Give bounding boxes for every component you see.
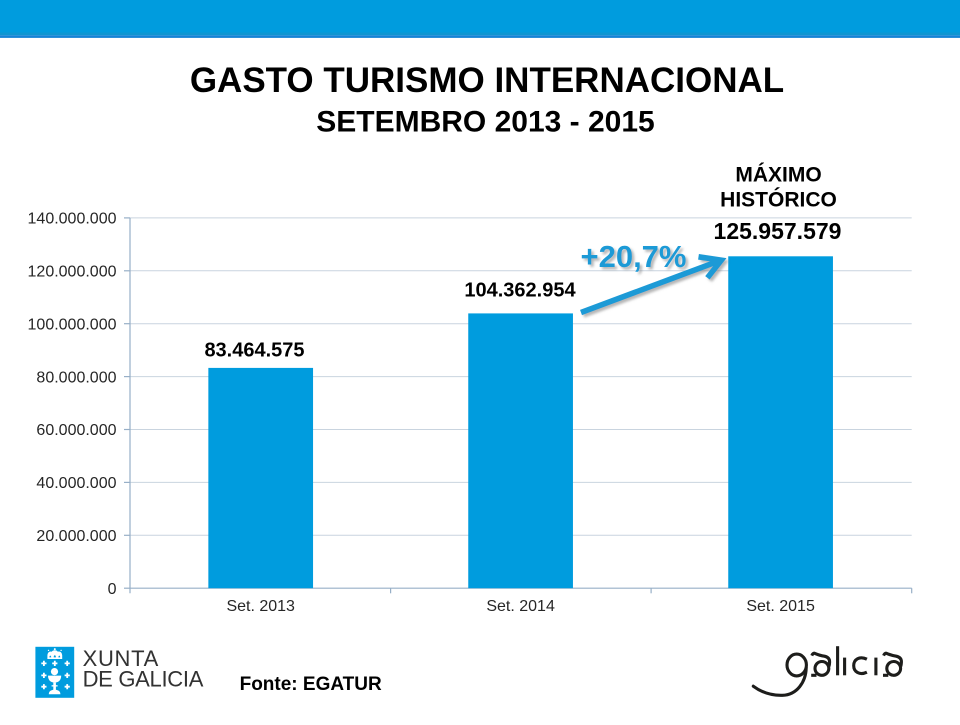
svg-text:XUNTA: XUNTA (83, 646, 159, 671)
svg-text:80.000.000: 80.000.000 (36, 369, 116, 386)
svg-text:60.000.000: 60.000.000 (36, 422, 116, 439)
svg-text:104.362.954: 104.362.954 (464, 280, 576, 302)
svg-text:HISTÓRICO: HISTÓRICO (720, 188, 837, 212)
svg-text:20.000.000: 20.000.000 (36, 528, 116, 545)
svg-text:100.000.000: 100.000.000 (28, 316, 117, 333)
svg-text:Set. 2013: Set. 2013 (226, 598, 295, 615)
svg-text:DE GALICIA: DE GALICIA (83, 666, 204, 691)
svg-text:SETEMBRO 2013 - 2015: SETEMBRO 2013 - 2015 (316, 106, 654, 139)
svg-text:Set. 2014: Set. 2014 (486, 598, 555, 615)
svg-text:140.000.000: 140.000.000 (28, 211, 117, 228)
svg-text:MÁXIMO: MÁXIMO (735, 164, 821, 187)
svg-text:Set. 2015: Set. 2015 (746, 598, 815, 615)
svg-text:125.957.579: 125.957.579 (714, 218, 842, 244)
svg-text:0: 0 (108, 581, 117, 598)
svg-text:83.464.575: 83.464.575 (204, 340, 304, 362)
svg-text:40.000.000: 40.000.000 (36, 475, 116, 492)
svg-text:Fonte: EGATUR: Fonte: EGATUR (240, 674, 382, 695)
svg-text:+20,7%: +20,7% (580, 239, 686, 274)
svg-text:GASTO TURISMO INTERNACIONAL: GASTO TURISMO INTERNACIONAL (190, 61, 784, 100)
svg-text:120.000.000: 120.000.000 (28, 264, 117, 281)
